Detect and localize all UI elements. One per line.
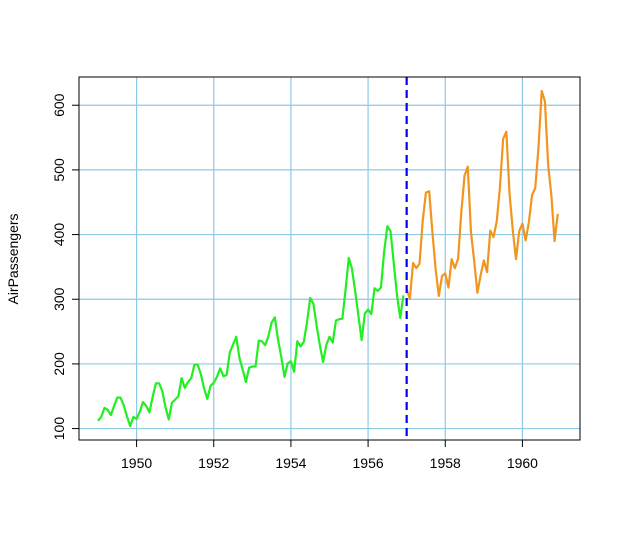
x-tick-label: 1960 (507, 455, 538, 471)
y-tick-label: 100 (51, 417, 67, 441)
x-tick-label: 1954 (275, 455, 306, 471)
grid-lines (79, 77, 580, 440)
series-line-train (97, 225, 405, 428)
y-tick-label: 400 (51, 223, 67, 247)
y-tick-label: 600 (51, 93, 67, 117)
y-tick-label: 500 (51, 158, 67, 182)
series-lines (97, 89, 559, 428)
y-tick-label: 200 (51, 352, 67, 376)
y-axis-label: AirPassengers (5, 213, 21, 304)
x-tick-label: 1950 (121, 455, 152, 471)
x-tick-label: 1956 (353, 455, 384, 471)
x-tick-label: 1958 (430, 455, 461, 471)
axes: 1950 1952 1954 1956 1958 1960 100 200 300 400 500 6… (51, 76, 581, 471)
y-tick-label: 300 (51, 287, 67, 311)
x-tick-label: 1952 (198, 455, 229, 471)
plot-frame (78, 76, 581, 441)
series-line-test (405, 89, 559, 300)
